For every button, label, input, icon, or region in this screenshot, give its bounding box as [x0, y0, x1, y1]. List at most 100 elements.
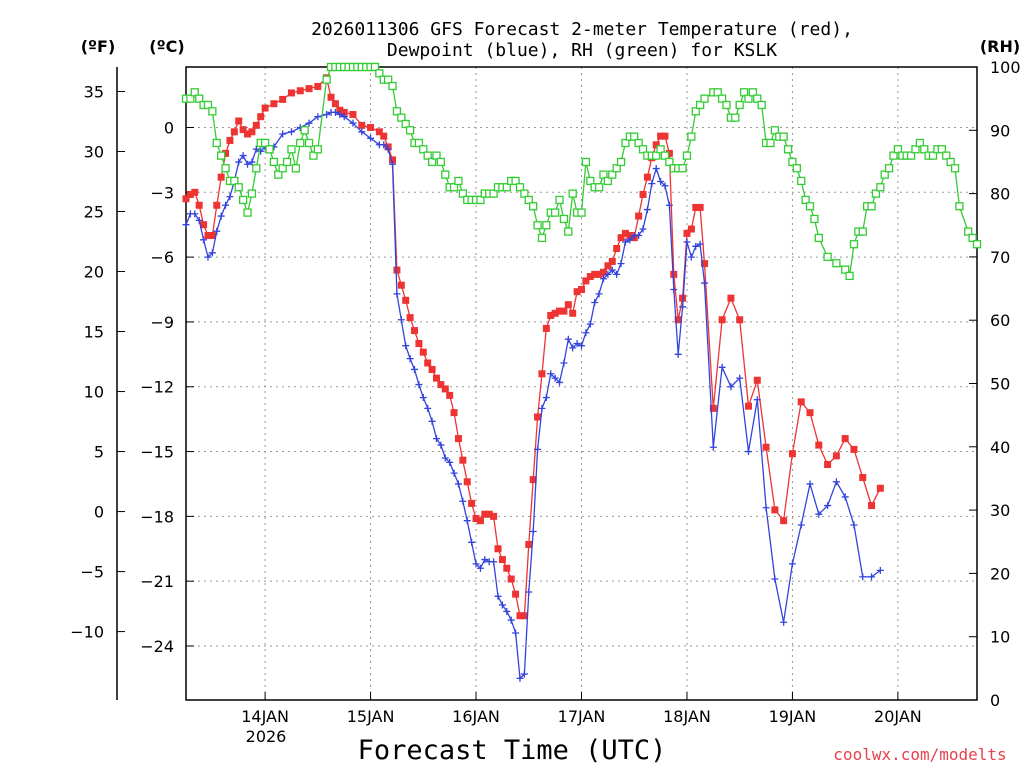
temperature-point [512, 590, 520, 598]
temperature-point [186, 190, 194, 198]
rh-point [757, 100, 766, 110]
temperature-point [661, 132, 669, 140]
temperature-point [551, 309, 559, 317]
rh-point [401, 119, 410, 129]
dewpoint-point [709, 443, 717, 451]
temperature-point [613, 244, 621, 252]
dewpoint-point [213, 227, 221, 235]
rh-point [753, 94, 762, 103]
chart-title-line2: Dewpoint (blue), RH (green) for KSLK [387, 40, 777, 61]
temperature-point [744, 402, 752, 410]
rh-point [841, 265, 850, 274]
dewpoint-point [402, 342, 410, 350]
dewpoint-point [841, 493, 849, 501]
rh-point [511, 176, 520, 186]
rh-point [889, 151, 898, 160]
dewpoint-point [463, 517, 471, 525]
rh-point [735, 100, 744, 110]
rh-point [370, 62, 380, 72]
x-tick-label: 14JAN [241, 707, 289, 726]
temperature-point [204, 232, 212, 240]
dewpoint-point [200, 236, 208, 244]
rh-point [436, 157, 446, 167]
rh-point [208, 107, 217, 116]
fahrenheit-tick-label: 5 [94, 443, 104, 462]
temperature-point [560, 307, 568, 315]
dewpoint-point [744, 448, 752, 456]
temperature-point [305, 85, 313, 93]
rh-point [717, 94, 727, 103]
temperature-point [287, 89, 295, 97]
temperature-point [340, 108, 348, 116]
dewpoint-point [476, 564, 484, 572]
rh-point [608, 170, 617, 179]
dewpoint-point [832, 478, 840, 486]
rh-point [190, 88, 199, 97]
temperature-point [261, 104, 269, 112]
temperature-point [806, 409, 814, 417]
dewpoint-point [648, 180, 656, 188]
rh-point [489, 189, 498, 198]
dewpoint-point [701, 279, 709, 287]
temperature-point [643, 173, 651, 181]
fahrenheit-tick-label: −10 [70, 623, 104, 642]
rh-point [656, 145, 665, 154]
rh-point [691, 107, 700, 116]
rh-point [432, 151, 441, 160]
rh-point [419, 145, 428, 154]
rh-point [577, 208, 586, 217]
temperature-point [709, 404, 717, 412]
temperature-point [314, 82, 322, 90]
temperature-point [841, 435, 849, 443]
dewpoint-point [591, 298, 599, 306]
dewpoint-point [468, 538, 476, 546]
temperature-point [608, 257, 616, 265]
rh-point [797, 176, 806, 186]
dewpoint-point [674, 350, 682, 358]
dewpoint-point [639, 225, 647, 233]
rh-tick-label: 30 [990, 501, 1010, 520]
dewpoint-point [446, 458, 454, 466]
fahrenheit-tick-label: −5 [80, 563, 104, 582]
rh-point [814, 233, 823, 243]
axes: 0−3−6−9−12−15−18−21−2435302520151050−5−1… [70, 58, 1020, 726]
credit-text: coolwx.com/modelts [833, 745, 1006, 764]
dewpoint-point [687, 253, 695, 261]
rh-point [748, 88, 758, 97]
dewpoint-point [670, 286, 678, 294]
temperature-point [652, 141, 660, 149]
temperature-point [336, 106, 344, 114]
rh-point [603, 176, 613, 186]
celsius-tick-label: −9 [150, 313, 174, 332]
dewpoint-point [331, 108, 339, 116]
rh-point [243, 208, 252, 217]
temperature-point [380, 132, 388, 140]
rh-point [744, 94, 753, 103]
temperature-point [222, 149, 230, 157]
dewpoint-point [349, 119, 357, 127]
dewpoint-point [424, 404, 432, 412]
temperature-point [296, 87, 304, 95]
rh-point [537, 233, 547, 243]
dewpoint-point [252, 145, 260, 153]
dewpoint-point [665, 201, 673, 209]
rh-point [581, 157, 591, 167]
rh-point [942, 151, 951, 160]
temperature-point [727, 294, 735, 302]
temperature-point [701, 260, 709, 268]
rh-point [203, 100, 213, 110]
temperature-point [358, 121, 366, 129]
temperature-point [674, 316, 682, 324]
rh-point [766, 138, 775, 148]
dewpoint-point [542, 394, 550, 402]
temperature-point [542, 324, 550, 332]
temperature-point [797, 398, 805, 406]
dewpoint-point [195, 216, 203, 224]
temperature-point [507, 575, 515, 583]
temperature-point [753, 376, 761, 384]
temperature-point [621, 229, 629, 237]
x-tick-label: 19JAN [769, 707, 817, 726]
rh-point [186, 94, 195, 103]
dewpoint-point [507, 616, 515, 624]
temperature-point [257, 113, 265, 121]
